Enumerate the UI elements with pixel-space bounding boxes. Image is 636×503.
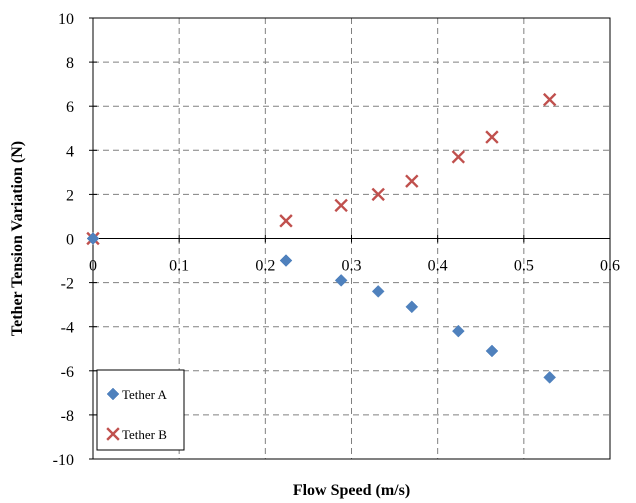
tether-a-point	[334, 274, 348, 287]
tether-a-point	[405, 300, 419, 314]
x-tick-label: 0.3	[342, 258, 362, 275]
legend-marker-tether-a	[106, 387, 120, 401]
y-tick-label: -8	[61, 408, 74, 425]
x-tick-label: 0.6	[600, 258, 620, 275]
y-tick-label: -10	[53, 452, 74, 469]
y-axis-title: Tether Tension Variation (N)	[9, 141, 26, 336]
x-tick-label: 0.5	[514, 258, 534, 275]
y-tick-label: -2	[61, 276, 74, 293]
tether-b-point	[485, 130, 499, 144]
tether-a-point	[485, 344, 499, 358]
tether-b-point	[334, 198, 348, 213]
legend-marker-tether-b	[106, 427, 120, 441]
legend-label-tether-a: Tether A	[122, 387, 168, 402]
x-tick-label: 0	[89, 258, 97, 275]
tether-b-point	[451, 150, 466, 164]
tether-b-point	[371, 187, 385, 202]
y-tick-label: 8	[66, 55, 74, 72]
data-points	[86, 92, 557, 384]
tether-a-point	[451, 324, 465, 338]
y-tick-label: 4	[66, 143, 74, 160]
y-tick-label: -4	[61, 320, 74, 337]
x-tick-label: 0.2	[255, 258, 275, 275]
tick-labels: 0 0.1 0.2 0.3 0.4 0.5 0.6 10 8 6 4 2 0 -2 -4 -6 -8 -10	[53, 11, 620, 469]
x-tick-label: 0.4	[428, 258, 448, 275]
y-tick-label: 10	[58, 11, 74, 28]
y-tick-label: 0	[66, 232, 74, 249]
legend: Tether A Tether B	[96, 369, 185, 451]
y-tick-label: -6	[61, 364, 74, 381]
tether-a-point	[371, 285, 385, 298]
tether-a-point	[279, 254, 293, 267]
tether-b-point	[279, 214, 293, 228]
x-tick-label: 0.1	[169, 258, 189, 275]
legend-label-tether-b: Tether B	[122, 427, 167, 442]
tether-b-point	[405, 174, 419, 188]
tether-a-point	[86, 232, 100, 245]
tether-b-point	[542, 92, 557, 107]
x-axis-title: Flow Speed (m/s)	[293, 482, 410, 499]
y-tick-label: 6	[66, 99, 74, 116]
tether-a-point	[543, 371, 557, 384]
y-tick-label: 2	[66, 187, 74, 204]
